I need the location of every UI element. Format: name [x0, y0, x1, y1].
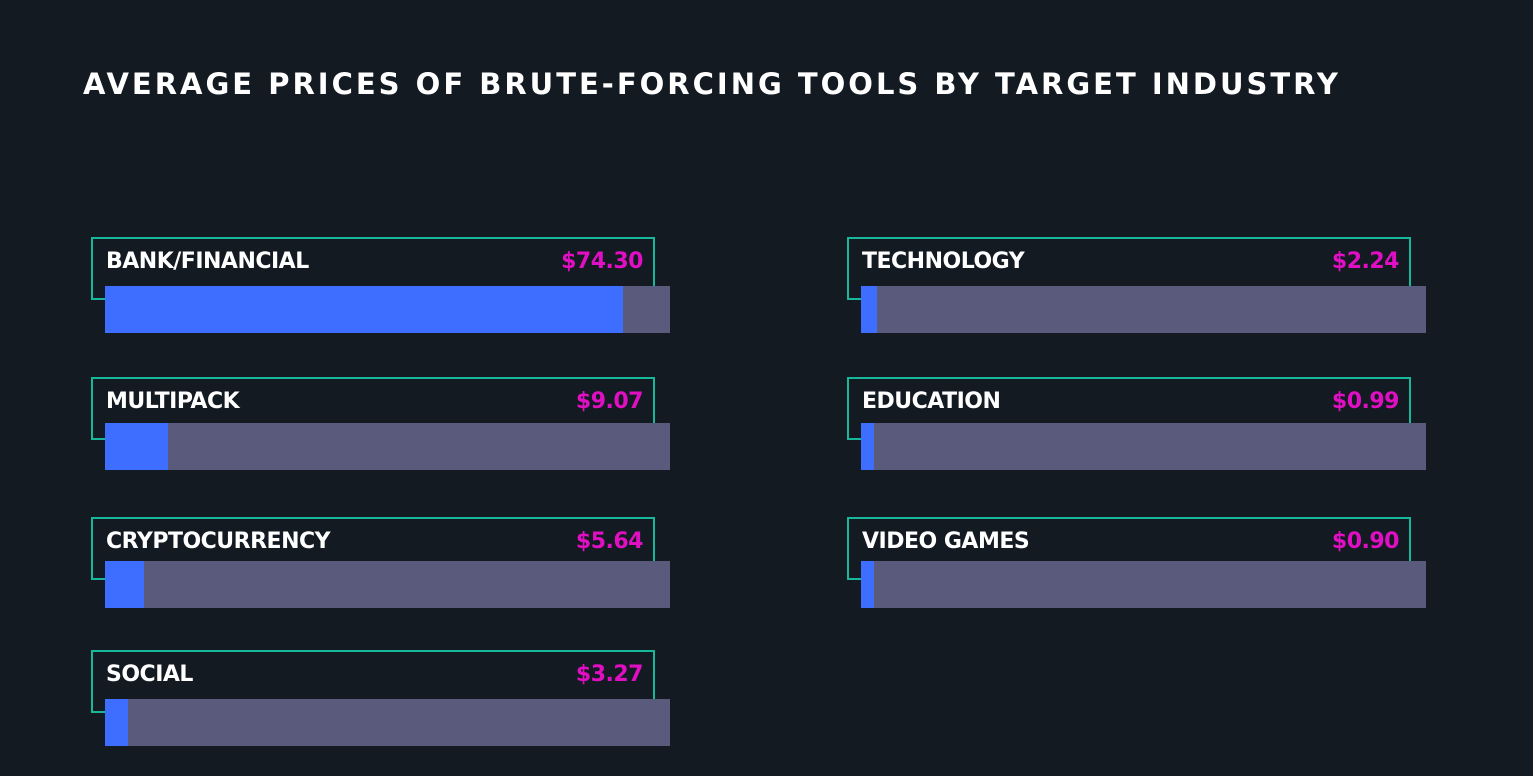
category-label: MULTIPACK: [106, 389, 240, 414]
category-label: BANK/FINANCIAL: [106, 249, 309, 274]
value-label: $74.30: [561, 249, 643, 274]
category-label: TECHNOLOGY: [862, 249, 1025, 274]
bar-education: [861, 423, 874, 470]
bar-technology: [861, 286, 877, 333]
bar-cryptocurrency: [105, 561, 145, 608]
bar-card-education: EDUCATION $0.99: [847, 377, 1427, 488]
chart-title: AVERAGE PRICES OF BRUTE-FORCING TOOLS BY…: [83, 67, 1341, 101]
bar-track: [105, 561, 670, 608]
bar-bank-financial: [105, 286, 624, 333]
bar-video-games: [861, 561, 874, 608]
bar-card-bank-financial: BANK/FINANCIAL $74.30: [91, 237, 671, 348]
category-label: SOCIAL: [106, 662, 193, 687]
value-label: $0.90: [1331, 529, 1400, 554]
bar-card-multipack: MULTIPACK $9.07: [91, 377, 671, 488]
bar-card-video-games: VIDEO GAMES $0.90: [847, 517, 1427, 628]
category-label: EDUCATION: [862, 389, 1001, 414]
value-label: $5.64: [575, 529, 644, 554]
value-label: $3.27: [575, 662, 644, 687]
bar-track: [861, 561, 1426, 608]
bar-track: [105, 699, 670, 746]
category-label: CRYPTOCURRENCY: [106, 529, 331, 554]
bar-multipack: [105, 423, 169, 470]
bar-track: [105, 423, 670, 470]
bar-card-cryptocurrency: CRYPTOCURRENCY $5.64: [91, 517, 671, 628]
bar-social: [105, 699, 128, 746]
category-label: VIDEO GAMES: [862, 529, 1030, 554]
value-label: $0.99: [1331, 389, 1400, 414]
value-label: $2.24: [1331, 249, 1400, 274]
bar-card-technology: TECHNOLOGY $2.24: [847, 237, 1427, 348]
value-label: $9.07: [575, 389, 644, 414]
bar-track: [861, 423, 1426, 470]
bar-track: [861, 286, 1426, 333]
bar-card-social: SOCIAL $3.27: [91, 650, 671, 761]
bar-track: [105, 286, 670, 333]
